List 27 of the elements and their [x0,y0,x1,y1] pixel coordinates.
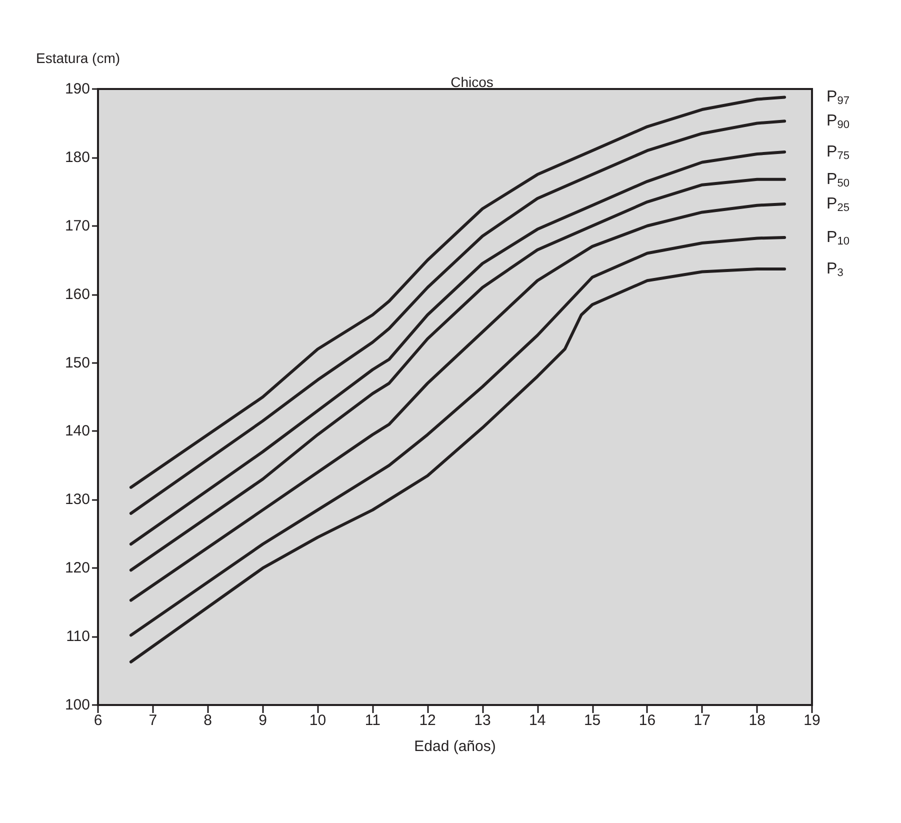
y-tick-label: 140 [64,422,90,440]
y-tick-label: 110 [66,628,90,646]
x-tick-label: 19 [804,712,820,729]
y-tick-label: 190 [64,80,90,98]
x-tick-label: 16 [638,712,656,729]
y-tick-label: 170 [64,217,90,234]
x-tick-label: 13 [474,712,491,729]
x-tick-label: 9 [258,712,267,729]
y-tick-label: 100 [64,696,90,714]
x-tick-label: 10 [309,712,326,729]
x-tick-label: 7 [148,712,158,729]
x-tick-label: 12 [419,712,436,729]
y-axis-title: Estatura (cm) [36,50,120,66]
y-tick-label: 180 [64,148,90,166]
x-tick-label: 8 [204,712,212,729]
x-axis-title: Edad (años) [414,738,496,755]
x-tick-label: 17 [694,712,710,729]
y-tick-label: 160 [64,286,90,303]
chart-title: Chicos [450,74,494,90]
x-tick-label: 15 [584,712,601,729]
x-tick-label: 6 [94,712,102,729]
x-tick-label: 18 [748,712,766,729]
x-tick-label: 11 [364,712,380,729]
y-tick-label: 120 [64,560,90,577]
y-tick-label: 150 [64,354,90,372]
x-tick-label: 14 [529,712,546,729]
y-tick-label: 130 [64,491,90,508]
